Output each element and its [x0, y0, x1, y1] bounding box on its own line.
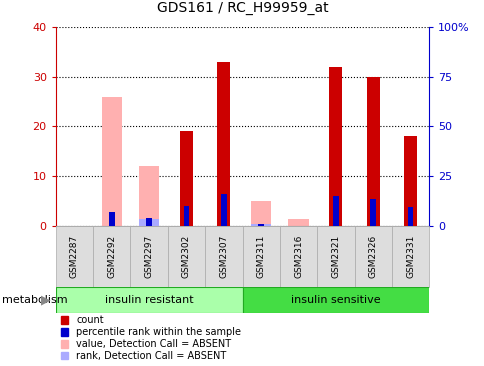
Text: GSM2292: GSM2292: [107, 235, 116, 278]
Text: GSM2297: GSM2297: [144, 235, 153, 278]
Bar: [180, 131, 193, 226]
Text: GSM2311: GSM2311: [256, 235, 265, 278]
Text: metabolism: metabolism: [2, 295, 68, 305]
Bar: [101, 97, 122, 226]
FancyBboxPatch shape: [279, 226, 317, 287]
FancyBboxPatch shape: [391, 226, 428, 287]
Bar: [138, 219, 159, 226]
FancyBboxPatch shape: [242, 287, 428, 313]
Bar: [403, 137, 416, 226]
Text: GSM2307: GSM2307: [219, 235, 228, 278]
Bar: [221, 194, 226, 226]
Bar: [370, 199, 375, 226]
FancyBboxPatch shape: [317, 226, 354, 287]
Bar: [138, 166, 159, 226]
Text: GSM2321: GSM2321: [331, 235, 340, 278]
Text: GSM2331: GSM2331: [405, 235, 414, 278]
Bar: [287, 219, 308, 226]
Bar: [183, 206, 189, 226]
Bar: [258, 224, 263, 226]
Bar: [250, 224, 271, 226]
FancyBboxPatch shape: [130, 226, 167, 287]
Text: insulin sensitive: insulin sensitive: [290, 295, 380, 305]
FancyBboxPatch shape: [93, 226, 130, 287]
Text: GDS161 / RC_H99959_at: GDS161 / RC_H99959_at: [156, 1, 328, 15]
Bar: [217, 61, 230, 226]
Text: insulin resistant: insulin resistant: [105, 295, 193, 305]
Legend: count, percentile rank within the sample, value, Detection Call = ABSENT, rank, : count, percentile rank within the sample…: [60, 315, 241, 361]
FancyBboxPatch shape: [354, 226, 391, 287]
Bar: [333, 196, 338, 226]
FancyBboxPatch shape: [56, 287, 242, 313]
Bar: [329, 67, 342, 226]
Bar: [109, 212, 114, 226]
Bar: [250, 201, 271, 226]
Bar: [366, 76, 379, 226]
FancyBboxPatch shape: [167, 226, 205, 287]
Text: GSM2287: GSM2287: [70, 235, 79, 278]
Text: GSM2326: GSM2326: [368, 235, 377, 278]
Text: GSM2316: GSM2316: [293, 235, 302, 278]
FancyBboxPatch shape: [242, 226, 279, 287]
Bar: [146, 218, 151, 226]
Text: ▶: ▶: [41, 293, 51, 306]
FancyBboxPatch shape: [56, 226, 93, 287]
Text: GSM2302: GSM2302: [182, 235, 191, 278]
FancyBboxPatch shape: [205, 226, 242, 287]
Bar: [407, 207, 412, 226]
